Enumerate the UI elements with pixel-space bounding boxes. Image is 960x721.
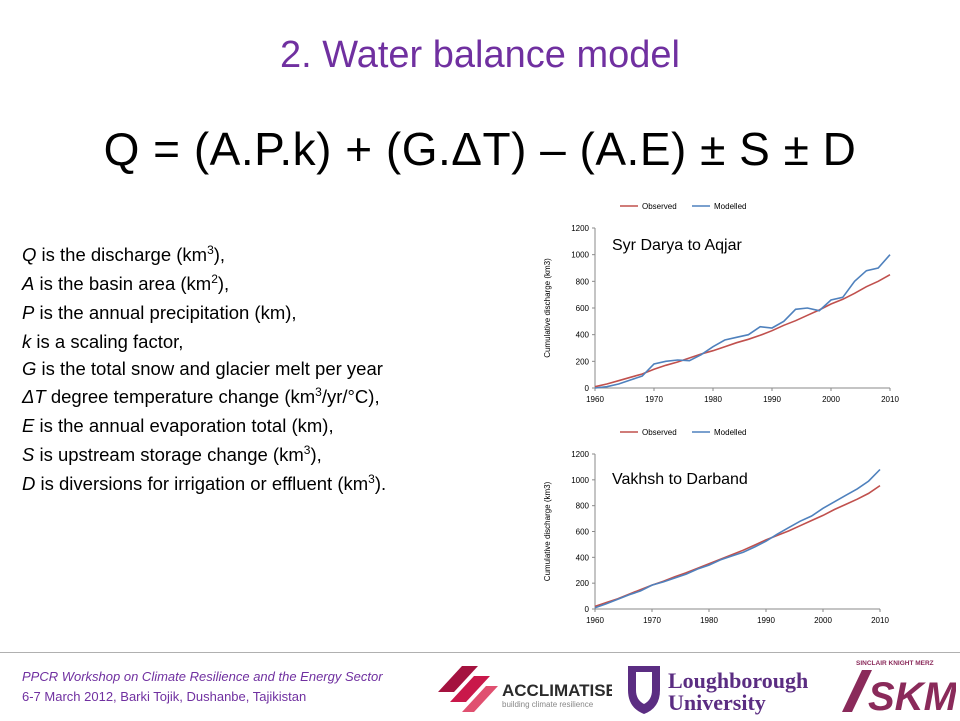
y-tick-label: 800	[576, 502, 590, 511]
slide-title: 2. Water balance model	[280, 34, 680, 76]
definition-line: E is the annual evaporation total (km),	[22, 411, 522, 440]
y-tick-label: 800	[576, 277, 590, 286]
definition-symbol: E	[22, 415, 35, 436]
definition-superscript: 3	[315, 384, 322, 399]
y-tick-label: 600	[576, 304, 590, 313]
acclimatise-logo: ACCLIMATISE building climate resilience	[432, 662, 617, 714]
skm-logo: SINCLAIR KNIGHT MERZ SKM	[842, 656, 959, 719]
footer-divider	[0, 652, 960, 653]
definition-text-end: ),	[310, 444, 322, 465]
y-tick-label: 200	[576, 357, 590, 366]
definition-line: D is diversions for irrigation or efflue…	[22, 469, 522, 498]
y-tick-label: 1000	[571, 476, 589, 485]
skm-fullname: SINCLAIR KNIGHT MERZ	[856, 660, 934, 667]
definition-text-end: ).	[374, 473, 387, 494]
y-tick-label: 400	[576, 553, 590, 562]
x-tick-label: 1990	[763, 395, 781, 404]
x-tick-label: 1990	[757, 616, 775, 625]
y-tick-label: 200	[576, 579, 590, 588]
variable-definitions: Q is the discharge (km3), A is the basin …	[22, 240, 522, 498]
definition-text: is upstream storage change (km	[34, 444, 304, 465]
definition-text: is the discharge (km	[36, 244, 208, 265]
water-balance-formula: Q = (A.P.k) + (G.ΔT) – (A.E) ± S ± D	[103, 123, 857, 175]
series-line-observed	[594, 274, 891, 388]
footer-date-location: 6-7 March 2012, Barki Tojik, Dushanbe, T…	[22, 689, 307, 704]
definition-superscript: 3	[368, 471, 375, 486]
x-tick-label: 2010	[871, 616, 889, 625]
definition-text-end: ),	[217, 273, 230, 294]
definition-text: is a scaling factor,	[31, 331, 184, 352]
x-tick-label: 1960	[586, 616, 604, 625]
acclimatise-mark-icon: ACCLIMATISE building climate resilience	[438, 666, 617, 712]
definition-text: is the basin area (km	[34, 273, 212, 294]
definition-superscript: 2	[211, 271, 218, 286]
syr-darya-chart: 0 200 400 600 800 1000 1200 1960 1970 1980 1990 200…	[540, 198, 908, 416]
footer-event: PPCR Workshop on Climate Resilience and …	[22, 669, 383, 684]
acclimatise-tagline: building climate resilience	[502, 700, 594, 709]
y-tick-label: 1200	[571, 224, 589, 233]
acclimatise-wordmark: ACCLIMATISE	[502, 681, 612, 700]
y-tick-label: 600	[576, 528, 590, 537]
definition-text-end: ),	[213, 244, 226, 265]
loughborough-word: Loughborough	[668, 668, 808, 693]
definition-text-end: /yr/°C),	[321, 386, 380, 407]
definition-line: P is the annual precipitation (km),	[22, 298, 522, 327]
loughborough-crest-icon: Loughborough University	[628, 666, 808, 715]
definition-line: S is upstream storage change (km3),	[22, 440, 522, 469]
skm-wordmark: SKM	[868, 675, 956, 716]
definition-superscript: 3	[303, 442, 311, 457]
y-tick-label: 1000	[571, 251, 589, 260]
definition-line: ΔT degree temperature change (km3/yr/°C)…	[22, 382, 522, 411]
definition-symbol: ΔT	[22, 386, 46, 407]
series-line-modelled	[594, 254, 891, 389]
x-tick-label: 1970	[645, 395, 663, 404]
vakhsh-chart: 0 200 400 600 800 1000 1200 1960 1970 1980 1990 200…	[540, 422, 908, 637]
definition-text: degree temperature change (km	[45, 386, 316, 407]
series-line-observed	[594, 484, 881, 608]
definition-line: k is a scaling factor,	[22, 327, 522, 356]
definition-symbol: k	[22, 331, 32, 352]
definition-text: is the total snow and glacier melt per y…	[36, 358, 383, 379]
legend-label-modelled: Modelled	[714, 428, 746, 437]
definition-text: is the annual precipitation (km),	[34, 302, 297, 323]
legend-label-observed: Observed	[642, 428, 677, 437]
x-tick-label: 1980	[704, 395, 722, 404]
definition-symbol: Q	[22, 244, 37, 265]
x-tick-label: 1980	[700, 616, 718, 625]
syr-darya-chart-svg: 0 200 400 600 800 1000 1200 1960 1970 1980 1990 200…	[543, 202, 899, 404]
definition-text: is diversions for irrigation or effluent…	[35, 473, 369, 494]
x-tick-label: 2000	[822, 395, 840, 404]
vakhsh-chart-svg: 0 200 400 600 800 1000 1200 1960 1970 1980 1990 200…	[543, 428, 889, 625]
skm-mark-icon: SINCLAIR KNIGHT MERZ SKM	[842, 660, 959, 719]
legend-label-modelled: Modelled	[714, 202, 746, 211]
definition-symbol: P	[22, 302, 35, 323]
definition-line: Q is the discharge (km3),	[22, 240, 522, 269]
y-tick-label: 1200	[571, 450, 589, 459]
definition-superscript: 3	[207, 242, 214, 257]
y-tick-label: 0	[585, 605, 590, 614]
x-tick-label: 1960	[586, 395, 604, 404]
legend-label-observed: Observed	[642, 202, 677, 211]
footer: PPCR Workshop on Climate Resilience and …	[22, 667, 383, 707]
chart-location-label: Vakhsh to Darband	[612, 471, 748, 488]
y-axis-title: Cumulative discharge (km3)	[543, 481, 552, 581]
chart-location-label: Syr Darya to Aqjar	[612, 237, 743, 254]
x-tick-label: 2000	[814, 616, 832, 625]
x-tick-label: 1970	[643, 616, 661, 625]
definition-line: G is the total snow and glacier melt per…	[22, 356, 522, 382]
y-tick-label: 0	[585, 384, 590, 393]
definition-symbol: G	[22, 358, 37, 379]
university-word: University	[668, 690, 766, 715]
y-axis-title: Cumulative discharge (km3)	[543, 258, 552, 358]
loughborough-logo: Loughborough University	[626, 660, 826, 716]
y-tick-label: 400	[576, 331, 590, 340]
definition-symbol: D	[22, 473, 36, 494]
definition-symbol: S	[22, 444, 35, 465]
definition-line: A is the basin area (km2),	[22, 269, 522, 298]
x-tick-label: 2010	[881, 395, 899, 404]
definition-symbol: A	[22, 273, 35, 294]
definition-text: is the annual evaporation total (km),	[34, 415, 334, 436]
series-line-modelled	[594, 468, 881, 609]
